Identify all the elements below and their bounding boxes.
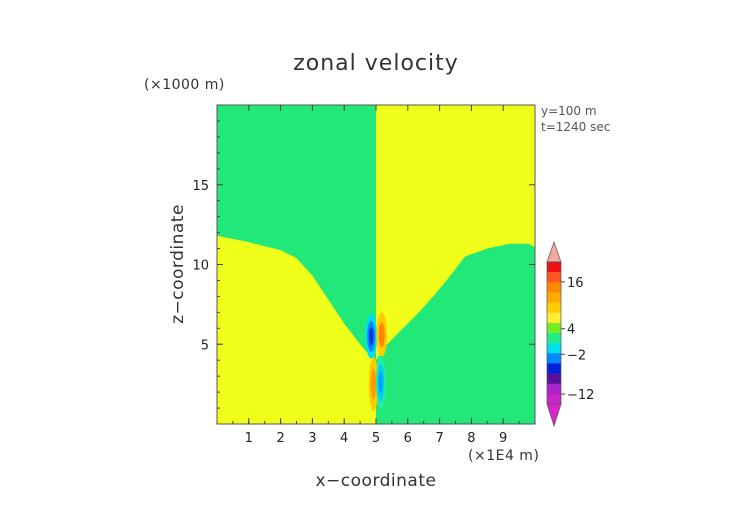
annotation-y: y=100 m [541, 104, 597, 118]
y-tick-label: 10 [192, 259, 209, 274]
x-tick-label: 4 [340, 431, 348, 446]
colorbar-segment [547, 272, 561, 283]
y-tick-label: 15 [192, 179, 209, 194]
colorbar-segment [547, 262, 561, 273]
colorbar-segment [547, 363, 561, 374]
vortex-2-level-1 [370, 368, 377, 400]
colorbar: 16 4 −2 −12 [546, 240, 594, 428]
x-axis-label: x−coordinate [316, 471, 437, 491]
annotation-t: t=1240 sec [541, 120, 610, 134]
colorbar-segment [547, 383, 561, 395]
x-unit-label: (×1E4 m) [468, 448, 539, 464]
colorbar-segment [547, 292, 561, 303]
vortex-1-level-1 [378, 322, 385, 348]
x-axis-ticks: 1 2 3 4 5 6 7 8 9 [216, 105, 536, 446]
vortex-3-level-2 [378, 371, 383, 394]
colorbar-segment [547, 393, 561, 405]
y-axis-label: z−coordinate [168, 204, 188, 324]
x-tick-label: 2 [276, 431, 284, 446]
region-lower-left [217, 235, 376, 424]
chart-title: zonal velocity [293, 51, 459, 76]
vortex-layer [365, 312, 388, 412]
colorbar-extend-top [546, 240, 562, 263]
plot-area: 1 2 3 4 5 6 7 8 9 5 10 15 [192, 104, 536, 446]
y-tick-label: 5 [201, 338, 209, 353]
colorbar-segment [547, 333, 561, 344]
colorbar-label: 16 [567, 276, 584, 291]
colorbar-segment [547, 373, 561, 385]
colorbar-segment [547, 302, 561, 314]
colorbar-label: −12 [567, 388, 594, 403]
region-lower-right [376, 243, 535, 424]
y-unit-label: (×1000 m) [144, 77, 225, 93]
y-axis-ticks: 5 10 15 [192, 120, 535, 409]
colorbar-segment [547, 353, 561, 364]
x-tick-label: 9 [499, 431, 507, 446]
colorbar-extend-bottom [546, 403, 562, 428]
colorbar-segment [547, 282, 561, 293]
x-tick-label: 6 [404, 431, 412, 446]
x-tick-label: 3 [308, 431, 316, 446]
colorbar-frame [546, 261, 562, 405]
colorbar-segment [547, 322, 561, 334]
colorbar-label: 4 [567, 323, 575, 338]
x-tick-label: 1 [245, 431, 253, 446]
vortex-0-level-2 [368, 327, 374, 346]
x-tick-label: 8 [467, 431, 475, 446]
x-tick-label: 7 [435, 431, 443, 446]
colorbar-segment [547, 343, 561, 354]
x-tick-label: 5 [372, 431, 380, 446]
colorbar-label: −2 [567, 348, 586, 363]
colorbar-segment [547, 312, 561, 324]
